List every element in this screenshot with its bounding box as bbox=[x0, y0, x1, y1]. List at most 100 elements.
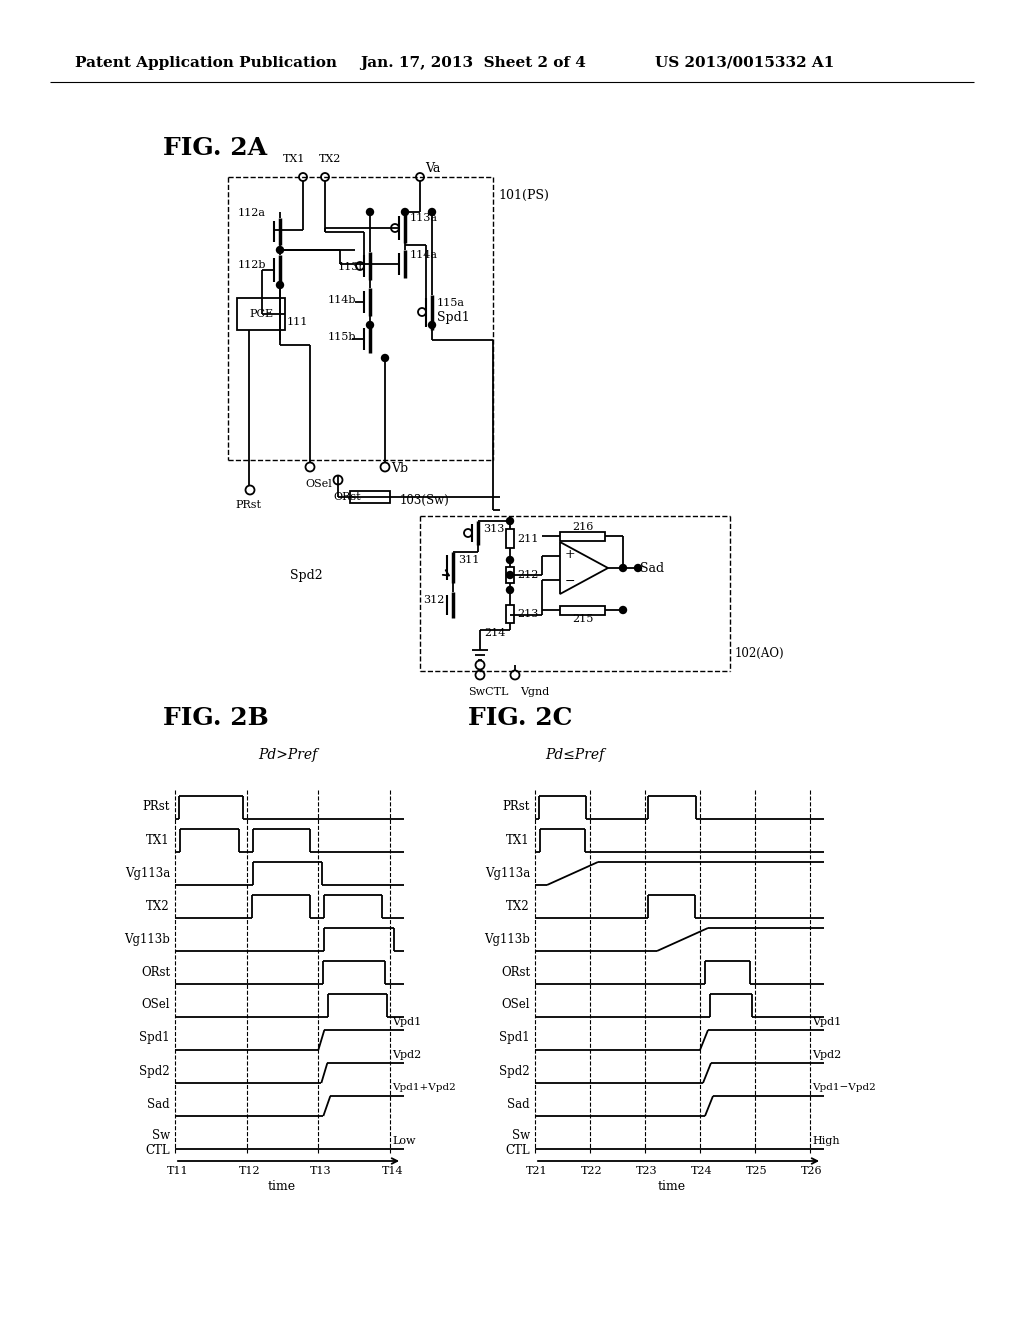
Text: Sw
CTL: Sw CTL bbox=[145, 1129, 170, 1158]
Text: Pd>Pref: Pd>Pref bbox=[258, 748, 317, 762]
Text: Sad: Sad bbox=[640, 561, 665, 574]
Circle shape bbox=[635, 565, 641, 572]
Text: Vgnd: Vgnd bbox=[520, 686, 549, 697]
Text: PRst: PRst bbox=[503, 800, 530, 813]
Text: Vpd2: Vpd2 bbox=[812, 1049, 842, 1060]
Circle shape bbox=[620, 565, 627, 572]
Text: 103(Sw): 103(Sw) bbox=[400, 494, 450, 507]
Text: ORst: ORst bbox=[501, 965, 530, 978]
Text: Spd1: Spd1 bbox=[500, 1031, 530, 1044]
Text: T22: T22 bbox=[581, 1166, 603, 1176]
Bar bbox=[506, 529, 514, 548]
Text: Vpd1−Vpd2: Vpd1−Vpd2 bbox=[812, 1084, 876, 1093]
Circle shape bbox=[507, 557, 513, 564]
Bar bbox=[506, 566, 514, 583]
Circle shape bbox=[276, 247, 284, 253]
Text: TX1: TX1 bbox=[146, 833, 170, 846]
Text: 115a: 115a bbox=[437, 298, 465, 308]
Text: 111: 111 bbox=[287, 317, 308, 327]
Text: Patent Application Publication: Patent Application Publication bbox=[75, 55, 337, 70]
Text: 112a: 112a bbox=[238, 209, 266, 218]
Text: time: time bbox=[268, 1180, 296, 1193]
Text: T11: T11 bbox=[167, 1166, 188, 1176]
Circle shape bbox=[620, 606, 627, 614]
Bar bbox=[350, 491, 390, 503]
Bar bbox=[506, 605, 514, 623]
Text: Sw
CTL: Sw CTL bbox=[506, 1129, 530, 1158]
Circle shape bbox=[382, 355, 388, 362]
Text: 115b: 115b bbox=[328, 333, 356, 342]
Text: 214: 214 bbox=[484, 628, 506, 638]
Text: TX2: TX2 bbox=[507, 899, 530, 912]
Bar bbox=[560, 532, 605, 540]
Text: US 2013/0015332 A1: US 2013/0015332 A1 bbox=[655, 55, 835, 70]
Text: PCE: PCE bbox=[249, 309, 273, 319]
Circle shape bbox=[367, 209, 374, 215]
Text: Vpd1+Vpd2: Vpd1+Vpd2 bbox=[392, 1084, 456, 1093]
Text: 112b: 112b bbox=[238, 260, 266, 271]
Text: T12: T12 bbox=[239, 1166, 260, 1176]
Circle shape bbox=[428, 209, 435, 215]
Circle shape bbox=[507, 586, 513, 594]
Text: Spd2: Spd2 bbox=[290, 569, 323, 582]
Text: Spd2: Spd2 bbox=[139, 1064, 170, 1077]
Text: Vg113a: Vg113a bbox=[484, 866, 530, 879]
Text: −: − bbox=[565, 574, 575, 587]
Text: 113b: 113b bbox=[338, 261, 367, 272]
Text: 211: 211 bbox=[517, 533, 539, 544]
Text: 114a: 114a bbox=[410, 249, 438, 260]
Text: Pd≤Pref: Pd≤Pref bbox=[545, 748, 604, 762]
Text: T25: T25 bbox=[746, 1166, 768, 1176]
Text: Vpd1: Vpd1 bbox=[392, 1016, 421, 1027]
Text: SwCTL: SwCTL bbox=[468, 686, 508, 697]
Text: Vb: Vb bbox=[391, 462, 409, 475]
Circle shape bbox=[507, 572, 513, 578]
Circle shape bbox=[367, 322, 374, 329]
Circle shape bbox=[428, 322, 435, 329]
Text: 101(PS): 101(PS) bbox=[498, 189, 549, 202]
Text: PRst: PRst bbox=[234, 500, 261, 510]
Text: 102(AO): 102(AO) bbox=[735, 647, 784, 660]
Text: T24: T24 bbox=[691, 1166, 713, 1176]
Text: Va: Va bbox=[425, 162, 440, 176]
Text: OSel: OSel bbox=[305, 479, 332, 488]
Text: Spd1: Spd1 bbox=[437, 310, 470, 323]
Text: TX1: TX1 bbox=[283, 154, 305, 164]
Text: 213: 213 bbox=[517, 609, 539, 619]
Text: ORst: ORst bbox=[333, 492, 360, 502]
Text: FIG. 2C: FIG. 2C bbox=[468, 706, 572, 730]
Text: T23: T23 bbox=[636, 1166, 657, 1176]
Text: ORst: ORst bbox=[141, 965, 170, 978]
Text: Spd1: Spd1 bbox=[139, 1031, 170, 1044]
Text: PRst: PRst bbox=[142, 800, 170, 813]
Text: Sad: Sad bbox=[507, 1097, 530, 1110]
Text: 113a: 113a bbox=[410, 213, 438, 223]
Text: Vg113b: Vg113b bbox=[124, 932, 170, 945]
Text: T14: T14 bbox=[382, 1166, 403, 1176]
Text: 312: 312 bbox=[423, 595, 444, 605]
Text: T21: T21 bbox=[526, 1166, 548, 1176]
Text: OSel: OSel bbox=[502, 998, 530, 1011]
Text: TX2: TX2 bbox=[146, 899, 170, 912]
Text: TX2: TX2 bbox=[319, 154, 341, 164]
Bar bbox=[237, 298, 285, 330]
Bar bbox=[560, 606, 605, 615]
Text: Vpd1: Vpd1 bbox=[812, 1016, 842, 1027]
Text: 215: 215 bbox=[571, 614, 593, 623]
Text: Sad: Sad bbox=[147, 1097, 170, 1110]
Text: FIG. 2B: FIG. 2B bbox=[163, 706, 268, 730]
Text: Vg113a: Vg113a bbox=[125, 866, 170, 879]
Text: OSel: OSel bbox=[141, 998, 170, 1011]
Text: +: + bbox=[565, 549, 575, 561]
Text: T13: T13 bbox=[310, 1166, 332, 1176]
Text: T26: T26 bbox=[801, 1166, 822, 1176]
Text: 114b: 114b bbox=[328, 294, 356, 305]
Text: Jan. 17, 2013  Sheet 2 of 4: Jan. 17, 2013 Sheet 2 of 4 bbox=[360, 55, 586, 70]
Text: Spd2: Spd2 bbox=[500, 1064, 530, 1077]
Text: 212: 212 bbox=[517, 570, 539, 579]
Circle shape bbox=[401, 209, 409, 215]
Text: Vg113b: Vg113b bbox=[484, 932, 530, 945]
Text: Vpd2: Vpd2 bbox=[392, 1049, 421, 1060]
Text: Low: Low bbox=[392, 1137, 416, 1146]
Text: time: time bbox=[658, 1180, 686, 1193]
